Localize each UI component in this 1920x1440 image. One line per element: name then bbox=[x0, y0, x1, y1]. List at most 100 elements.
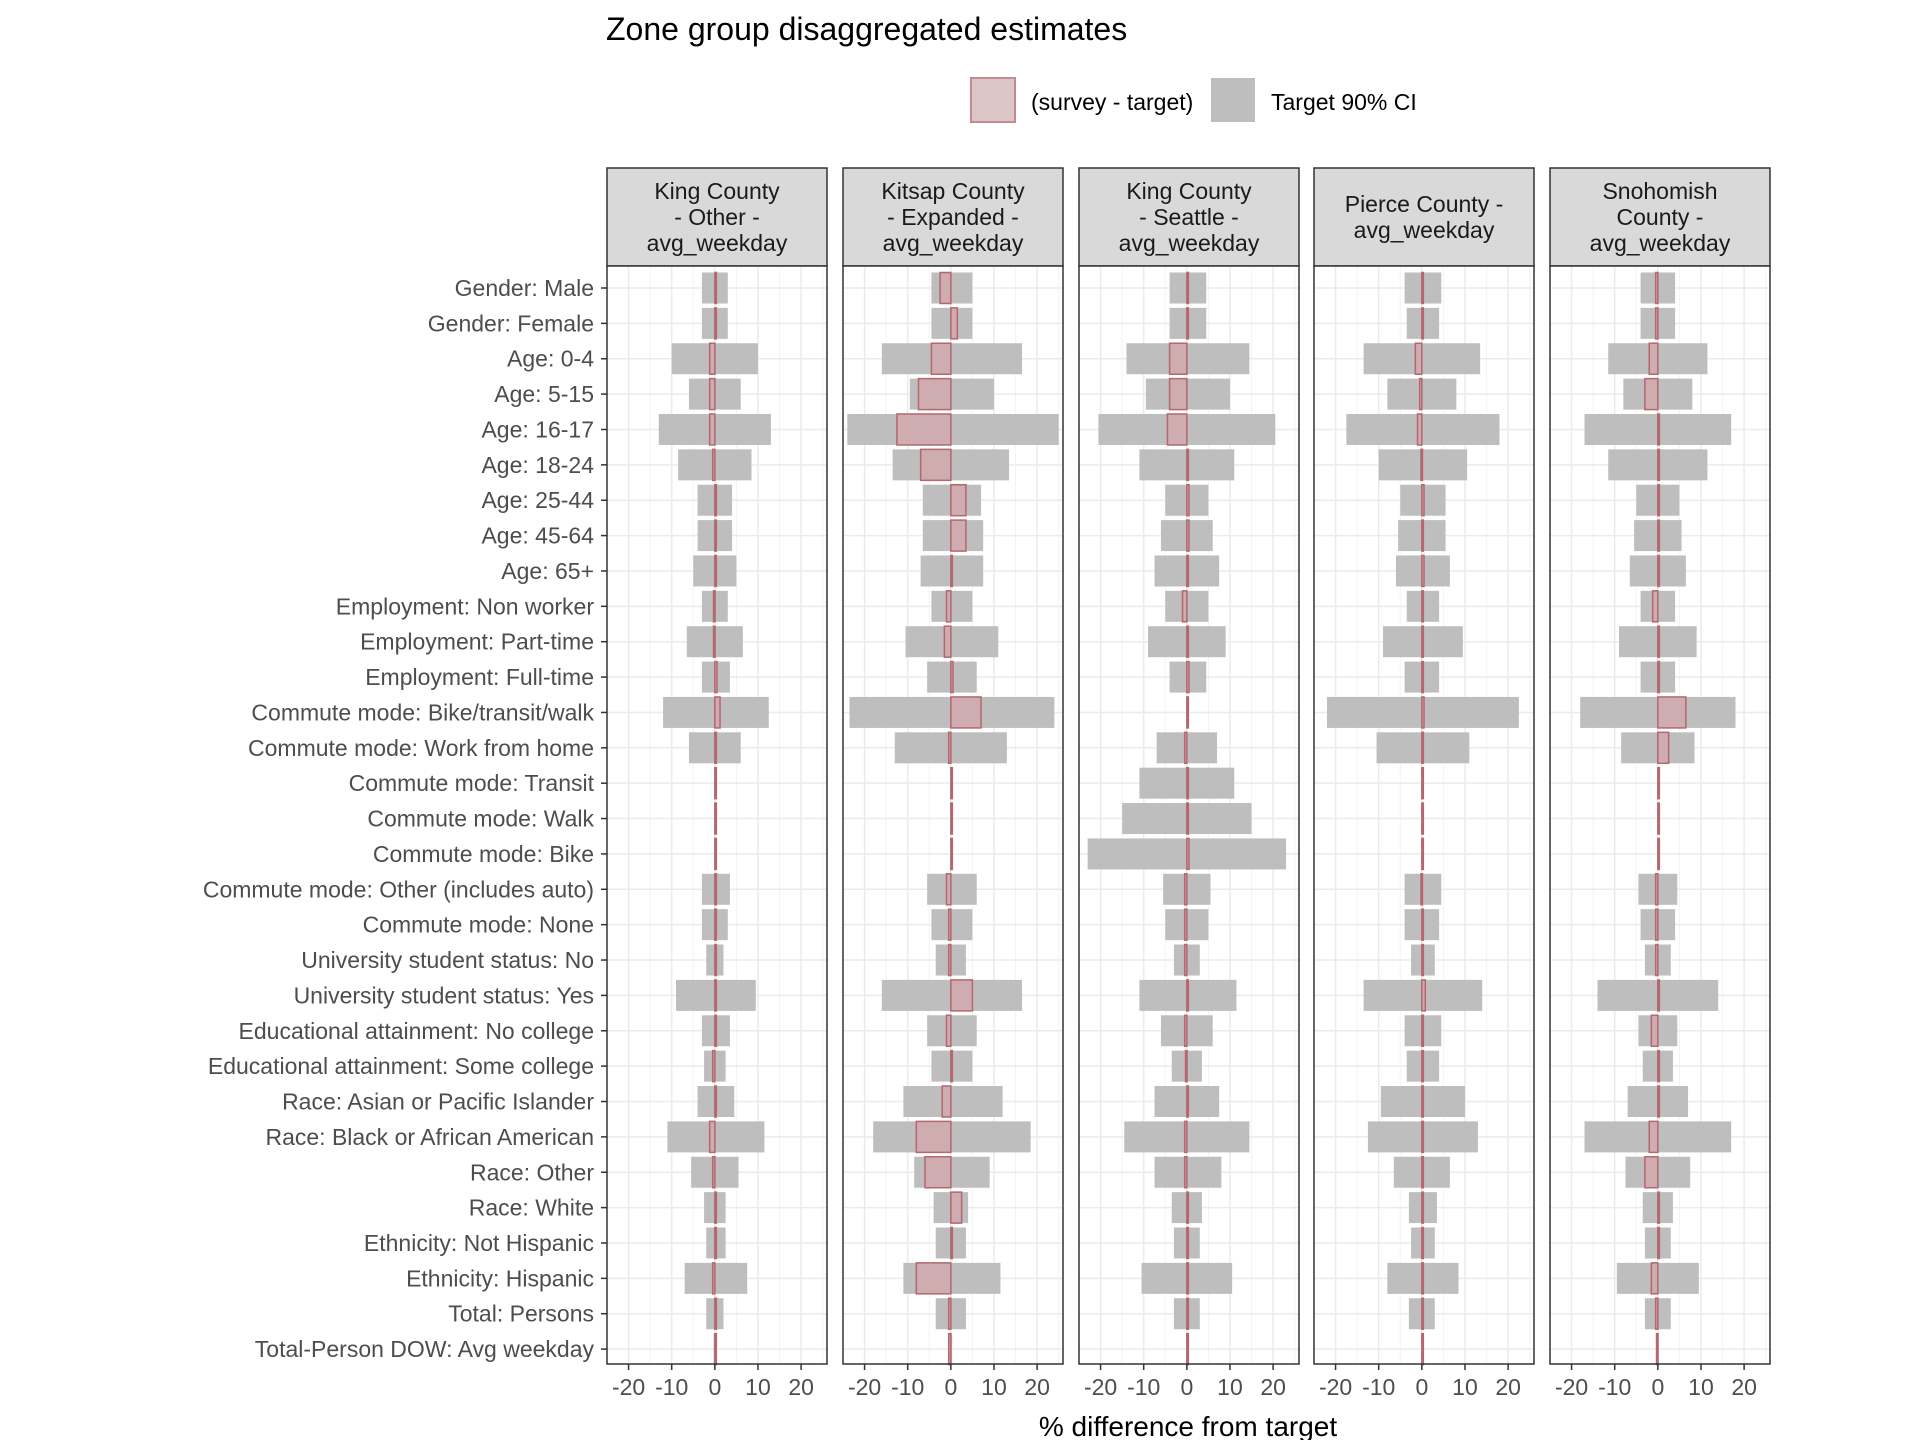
ci-bar bbox=[873, 1121, 1031, 1153]
y-tick-label: Commute mode: Other (includes auto) bbox=[203, 876, 594, 902]
y-tick-label: Commute mode: Walk bbox=[367, 806, 594, 832]
difference-bar bbox=[1421, 554, 1425, 588]
y-tick-label: Age: 0-4 bbox=[507, 346, 594, 372]
difference-bar bbox=[1657, 696, 1687, 729]
y-tick-label: Age: 25-44 bbox=[481, 487, 594, 513]
y-tick-label: Employment: Part-time bbox=[360, 629, 594, 655]
legend-label-ci: Target 90% CI bbox=[1271, 89, 1417, 115]
difference-bar bbox=[1644, 1156, 1659, 1189]
panel-strip-label: avg_weekday bbox=[647, 230, 788, 256]
ci-bar bbox=[667, 1121, 765, 1153]
difference-bar bbox=[1421, 802, 1425, 835]
x-tick-label: -10 bbox=[1127, 1374, 1160, 1400]
panel-strip-label: avg_weekday bbox=[883, 230, 1024, 256]
panel-strip-label: Pierce County - bbox=[1345, 191, 1504, 217]
x-tick-label: -20 bbox=[848, 1374, 881, 1400]
difference-bar bbox=[1421, 590, 1425, 623]
legend-label-difference: (survey - target) bbox=[1031, 89, 1193, 115]
difference-bar bbox=[708, 413, 716, 446]
difference-bar bbox=[1183, 1156, 1188, 1189]
difference-bar bbox=[1654, 873, 1659, 906]
panel-border bbox=[1313, 265, 1535, 1365]
y-tick-label: Commute mode: Bike/transit/walk bbox=[251, 699, 594, 725]
difference-bar bbox=[1183, 873, 1188, 906]
difference-bar bbox=[950, 766, 954, 800]
chart-title: Zone group disaggregated estimates bbox=[606, 11, 1127, 47]
difference-bar bbox=[930, 342, 952, 375]
difference-bar bbox=[708, 377, 716, 411]
difference-bar bbox=[1186, 271, 1190, 305]
difference-bar bbox=[1657, 448, 1661, 482]
difference-bar bbox=[915, 1120, 952, 1154]
difference-bar bbox=[950, 1191, 963, 1224]
difference-bar bbox=[1657, 766, 1661, 800]
x-tick-label: 0 bbox=[708, 1374, 721, 1400]
panel-strip-label: County - bbox=[1617, 204, 1704, 230]
x-tick-label: 0 bbox=[944, 1374, 957, 1400]
difference-bar bbox=[711, 1156, 716, 1189]
difference-bar bbox=[1421, 766, 1425, 800]
panel-strip bbox=[606, 167, 828, 267]
difference-bar bbox=[1421, 1156, 1425, 1189]
difference-bar bbox=[1657, 1049, 1661, 1083]
difference-bar bbox=[1421, 1262, 1425, 1295]
y-tick-label: Age: 16-17 bbox=[481, 416, 594, 442]
difference-bar bbox=[1183, 943, 1188, 977]
difference-bar bbox=[1414, 342, 1423, 375]
y-tick-label: Commute mode: Transit bbox=[349, 770, 595, 796]
difference-bar bbox=[714, 766, 718, 800]
difference-bar bbox=[1657, 413, 1661, 446]
panel-border bbox=[1078, 265, 1300, 1365]
difference-bar bbox=[1654, 1297, 1659, 1330]
panel-strip-label: King County bbox=[654, 178, 780, 204]
difference-bar bbox=[714, 483, 718, 517]
difference-bar bbox=[1648, 342, 1659, 375]
difference-bar bbox=[1657, 731, 1670, 765]
ci-bar bbox=[931, 272, 973, 304]
difference-bar bbox=[714, 1191, 718, 1224]
difference-bar bbox=[939, 271, 952, 305]
panel: Kitsap County- Expanded -avg_weekday -20-… bbox=[842, 167, 1064, 1400]
difference-bar bbox=[1186, 448, 1190, 482]
difference-bar bbox=[708, 1120, 716, 1154]
difference-bar bbox=[714, 307, 718, 340]
difference-bar bbox=[708, 342, 716, 375]
ci-bar bbox=[931, 909, 973, 941]
x-tick-label: 10 bbox=[1688, 1374, 1714, 1400]
difference-bar bbox=[943, 625, 952, 658]
difference-bar bbox=[950, 1049, 954, 1083]
difference-bar bbox=[1651, 590, 1659, 623]
difference-bar bbox=[1186, 837, 1190, 871]
difference-bar bbox=[714, 731, 718, 765]
y-tick-label: Commute mode: Bike bbox=[373, 841, 594, 867]
difference-bar bbox=[1186, 307, 1190, 340]
difference-bar bbox=[1183, 908, 1188, 941]
difference-bar bbox=[1650, 1262, 1659, 1295]
difference-bar bbox=[714, 908, 718, 941]
difference-bar bbox=[924, 1156, 952, 1189]
panel-strip-label: - Other - bbox=[674, 204, 760, 230]
difference-bar bbox=[1657, 837, 1661, 871]
difference-bar bbox=[919, 448, 952, 482]
panel-strip bbox=[1313, 167, 1535, 267]
x-tick-label: 0 bbox=[1415, 1374, 1428, 1400]
y-tick-label: Educational attainment: Some college bbox=[208, 1053, 594, 1079]
difference-bar bbox=[950, 554, 954, 588]
difference-bar bbox=[1186, 1085, 1190, 1118]
difference-bar bbox=[1421, 979, 1427, 1012]
y-tick-label: Age: 18-24 bbox=[481, 452, 594, 478]
difference-bar bbox=[1421, 1085, 1425, 1118]
difference-bar bbox=[1421, 1191, 1425, 1224]
y-tick-label: Commute mode: Work from home bbox=[248, 735, 594, 761]
y-tick-label: Age: 5-15 bbox=[494, 381, 594, 407]
difference-bar bbox=[1183, 1014, 1188, 1048]
ci-bar bbox=[881, 343, 1023, 375]
difference-bar bbox=[712, 625, 716, 658]
difference-bar bbox=[1657, 1085, 1661, 1118]
difference-bar bbox=[950, 483, 967, 517]
difference-bar bbox=[947, 731, 952, 765]
panel-border bbox=[842, 265, 1064, 1365]
difference-bar bbox=[941, 1085, 952, 1118]
difference-bar bbox=[714, 1014, 718, 1048]
